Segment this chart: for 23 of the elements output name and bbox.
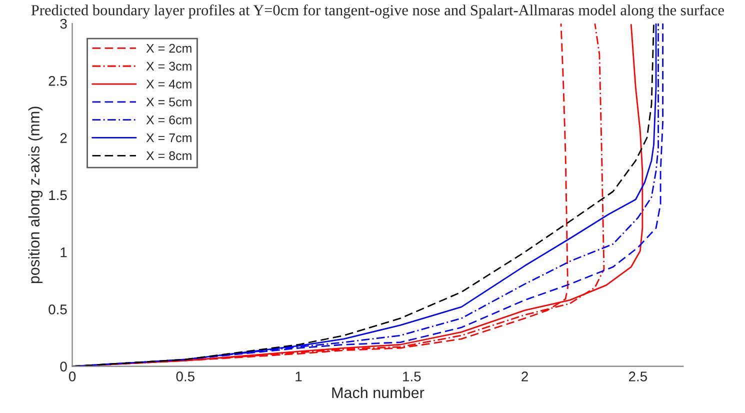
y-tick-label: 3 xyxy=(60,18,67,29)
legend-label: X = 2cm xyxy=(146,44,192,53)
legend-label: X = 7cm xyxy=(146,134,192,142)
x-tick-label: 1.5 xyxy=(403,372,421,382)
y-tick-label: 0 xyxy=(60,362,67,372)
x-tick-label: 0.5 xyxy=(176,372,194,382)
y-tick-label: 2 xyxy=(60,133,67,143)
y-tick-label: 1.5 xyxy=(49,190,67,200)
x-axis-title: Mach number xyxy=(332,386,424,398)
legend-label: X = 6cm xyxy=(146,115,192,124)
y-tick-label: 1 xyxy=(60,248,67,258)
x-tick-label: 1 xyxy=(296,372,302,382)
legend-label: X = 5cm xyxy=(146,98,192,106)
y-tick-label: 0.5 xyxy=(48,304,67,314)
legend-label: X = 4cm xyxy=(146,80,192,89)
y-axis-title: position along z-axis (mm) xyxy=(28,106,43,284)
legend-label: X = 3cm xyxy=(146,62,192,71)
chart-title: Predicted boundary layer profiles at Y=0cm for tangent-ogive nose and Spalart-Allmaras model along the surface xyxy=(31,4,724,19)
x-tick-label: 0 xyxy=(68,372,76,382)
y-tick-label: 2.5 xyxy=(48,76,67,86)
legend-label: X = 8cm xyxy=(146,151,192,160)
x-tick-label: 2.5 xyxy=(628,372,647,382)
x-tick-label: 2 xyxy=(522,372,528,382)
